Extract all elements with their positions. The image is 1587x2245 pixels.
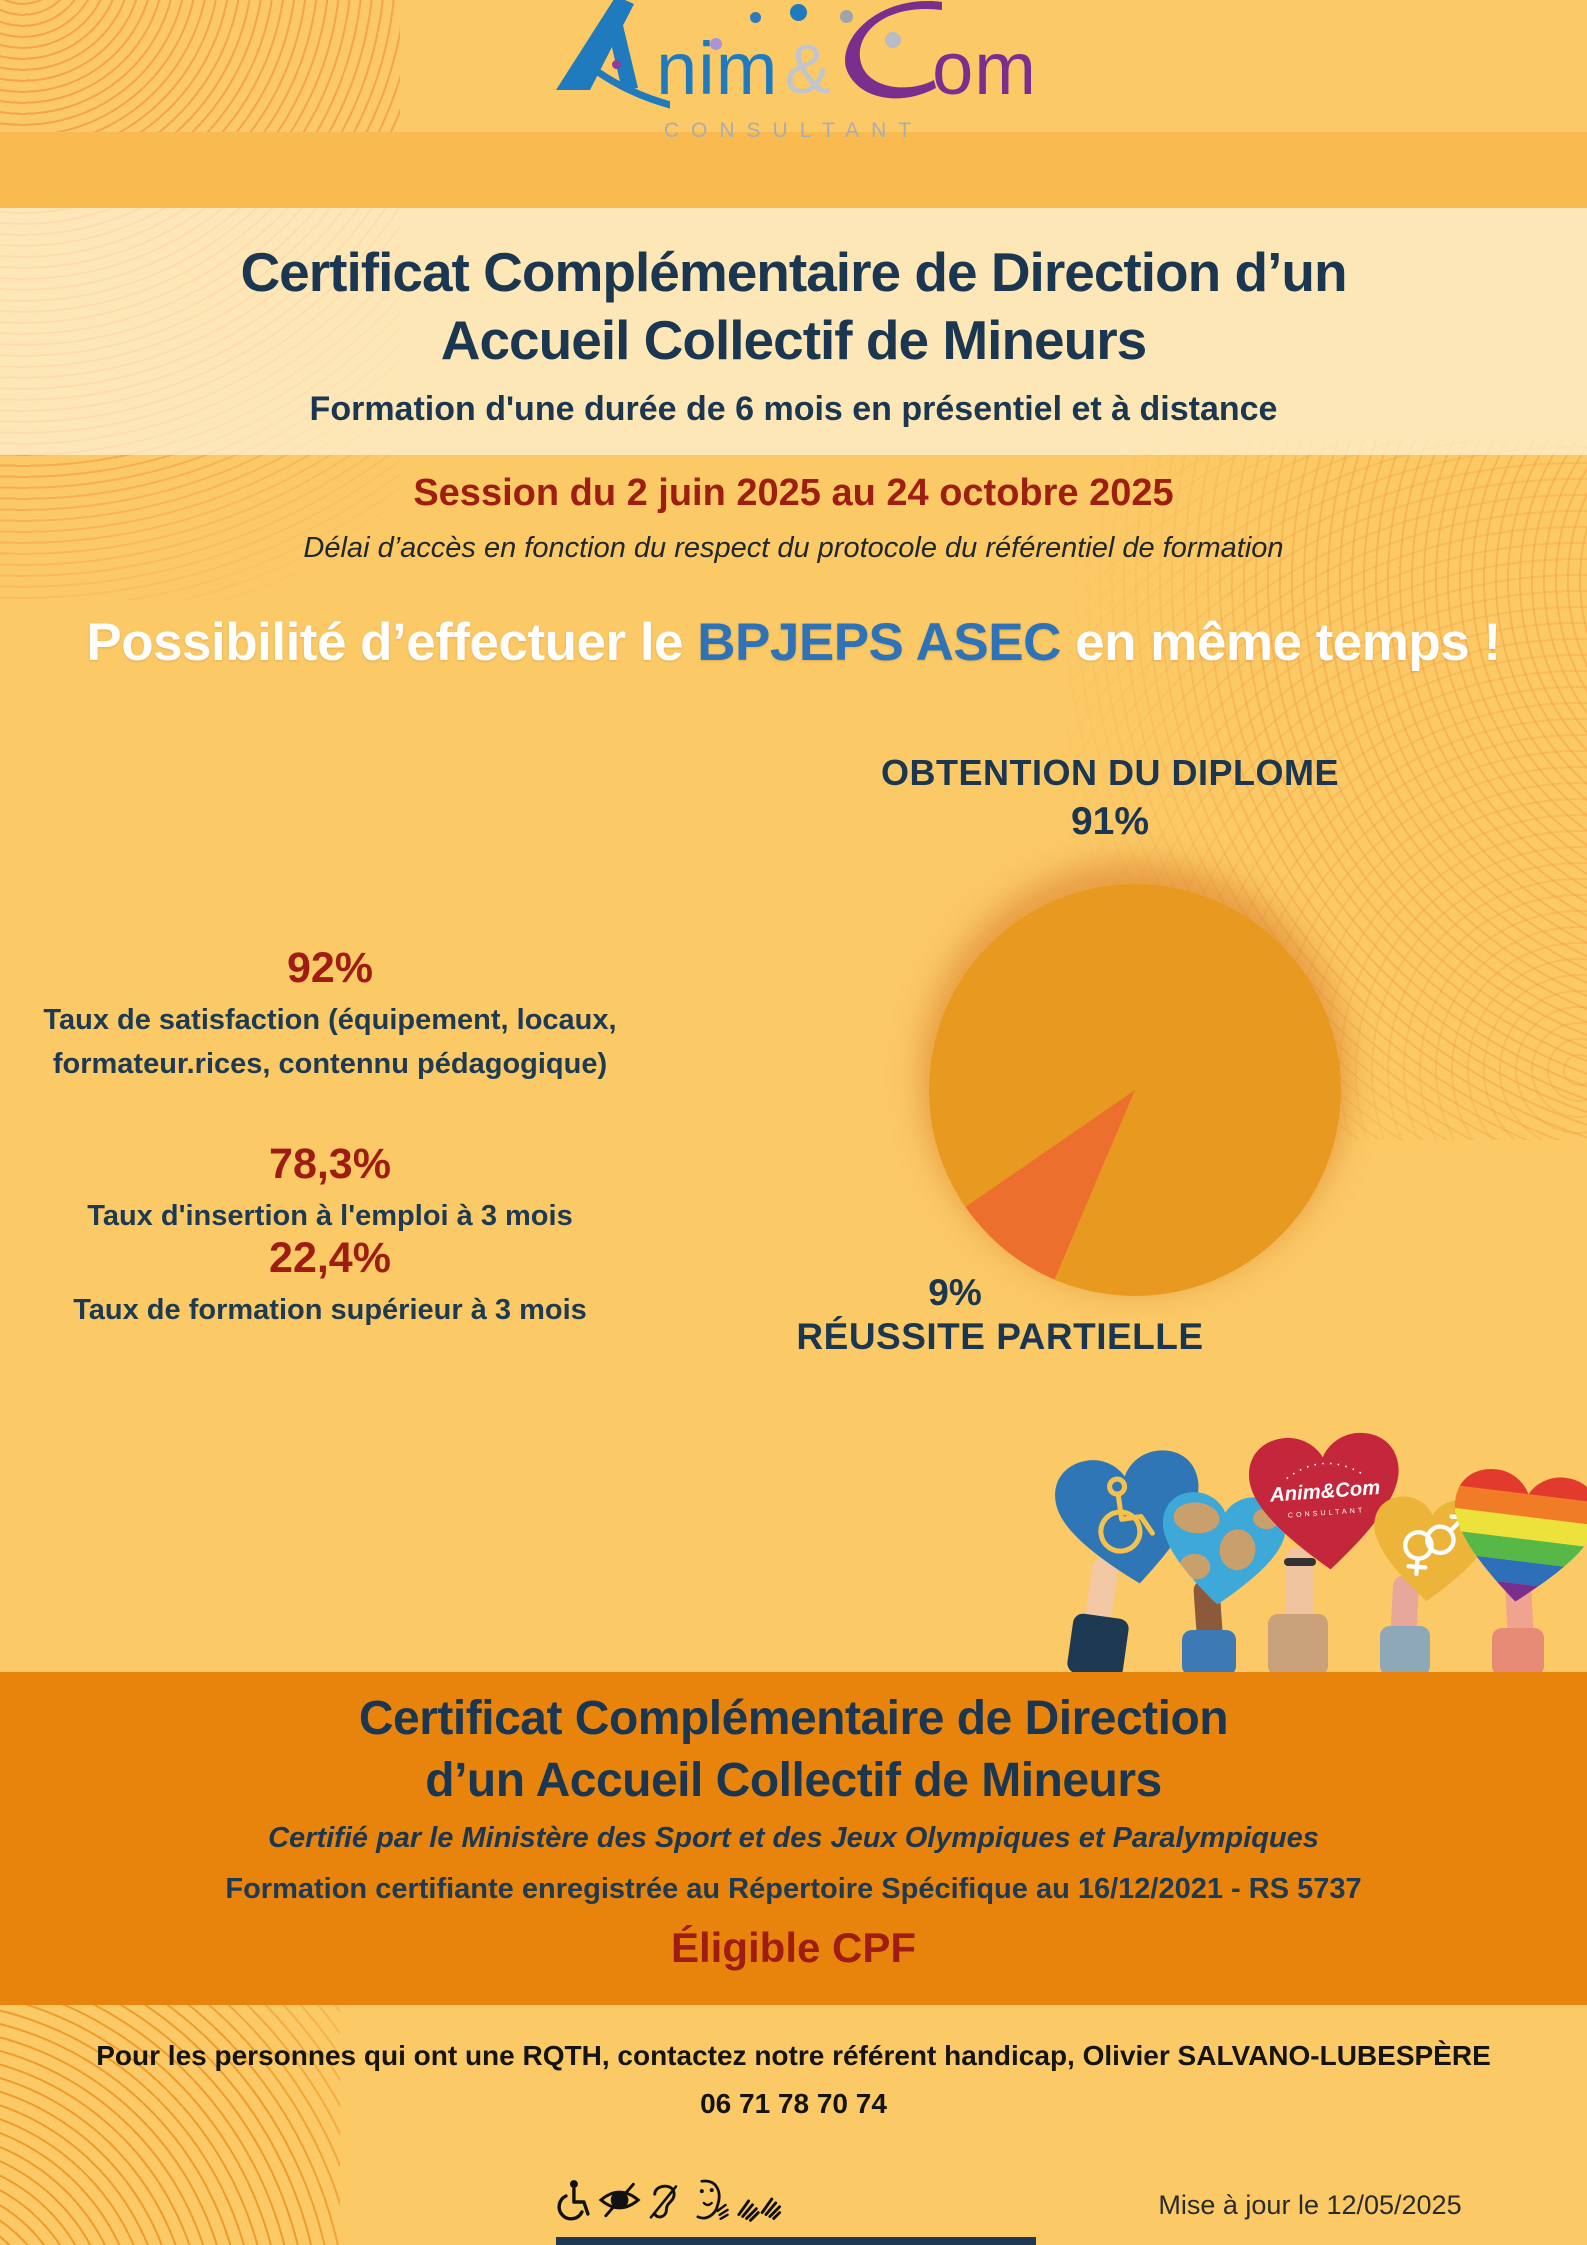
satisfaction-rate-label: Taux de satisfaction (équipement, locaux… <box>43 1004 617 1080</box>
bottom-bar-decoration <box>556 2237 1036 2245</box>
logo-a-swoosh-icon <box>556 0 671 109</box>
anim-com-logo: nim & om CONSULTANT <box>0 0 1587 143</box>
satisfaction-rate-value: 92% <box>286 944 374 992</box>
cert-title-line1: Certificat Complémentaire de Direction <box>358 1692 1229 1745</box>
pie-label-obtention: OBTENTION DU DIPLOME <box>881 752 1339 793</box>
sleeve-1 <box>1066 1612 1130 1680</box>
title-band: Certificat Complémentaire de Direction d… <box>0 208 1587 455</box>
session-dates: Session du 2 juin 2025 au 24 octobre 202… <box>413 472 1174 514</box>
ear-hearing-icon <box>649 2184 678 2219</box>
sleeve-4 <box>1380 1626 1430 1676</box>
further-training-rate-value: 22,4% <box>269 1234 391 1282</box>
bpjeps-banner-prefix: Possibilité d’effectuer le <box>86 613 698 672</box>
duration-subtitle: Formation d'une durée de 6 mois en prése… <box>309 390 1278 428</box>
bpjeps-banner-highlight: BPJEPS ASEC <box>697 613 1061 672</box>
logo-tagline: CONSULTANT <box>663 119 924 142</box>
access-delay-note: Délai d’accès en fonction du respect du … <box>303 532 1284 564</box>
wheelchair-icon <box>557 2180 590 2221</box>
rqth-contact-line: Pour les personnes qui ont une RQTH, con… <box>96 2040 1491 2071</box>
logo-ampersand: & <box>784 30 833 108</box>
gold-strip-decoration <box>0 132 1587 208</box>
pie-value-partielle: 9% <box>928 1272 982 1313</box>
pie-value-obtention: 91% <box>1070 800 1150 843</box>
bpjeps-banner-suffix: en même temps ! <box>1060 613 1501 672</box>
blind-eye-icon <box>598 2182 641 2218</box>
cert-title-line2: d’un Accueil Collectif de Mineurs <box>425 1754 1162 1807</box>
registration-line: Formation certifiante enregistrée au Rép… <box>225 1873 1362 1905</box>
employment-rate-label: Taux d'insertion à l'emploi à 3 mois <box>87 1200 573 1232</box>
signing-hands-icon <box>737 2197 782 2222</box>
rainbow-heart-icon <box>1443 1464 1587 1611</box>
employment-rate-value: 78,3% <box>269 1140 391 1188</box>
accessibility-heart-icon <box>1055 1450 1199 1584</box>
certified-by-line: Certifié par le Ministère des Sport et d… <box>268 1822 1319 1854</box>
pie-chart <box>929 884 1341 1296</box>
page-title-line1: Certificat Complémentaire de Direction d… <box>240 241 1347 303</box>
sign-language-face-icon <box>696 2179 729 2220</box>
sleeve-5 <box>1492 1628 1544 1676</box>
page-title-line2: Accueil Collectif de Mineurs <box>440 309 1148 371</box>
earth-heart-icon <box>1163 1492 1286 1605</box>
cpf-eligibility: Éligible CPF <box>670 1924 917 1971</box>
logo-text-om: om <box>932 27 1037 110</box>
sleeve-2 <box>1182 1630 1236 1676</box>
logo-c-swoosh-icon <box>845 1 943 99</box>
anim-com-heart-icon: Anim&Com CONSULTANT <box>1249 1433 1399 1570</box>
diversity-hearts-illustration: Anim&Com CONSULTANT <box>1040 1430 1587 1680</box>
sleeve-3 <box>1268 1614 1328 1676</box>
last-updated-date: Mise à jour le 12/05/2025 <box>1158 2190 1462 2220</box>
watch-band <box>1284 1558 1316 1566</box>
accessibility-icons <box>552 2168 782 2232</box>
contact-phone: 06 71 78 70 74 <box>700 2088 887 2119</box>
certification-band: Certificat Complémentaire de Direction d… <box>0 1672 1587 2005</box>
bpjeps-banner: Possibilité d’effectuer le BPJEPS ASEC e… <box>0 612 1587 673</box>
pie-label-partielle: RÉUSSITE PARTIELLE <box>796 1316 1204 1357</box>
further-training-rate-label: Taux de formation supérieur à 3 mois <box>73 1294 587 1326</box>
